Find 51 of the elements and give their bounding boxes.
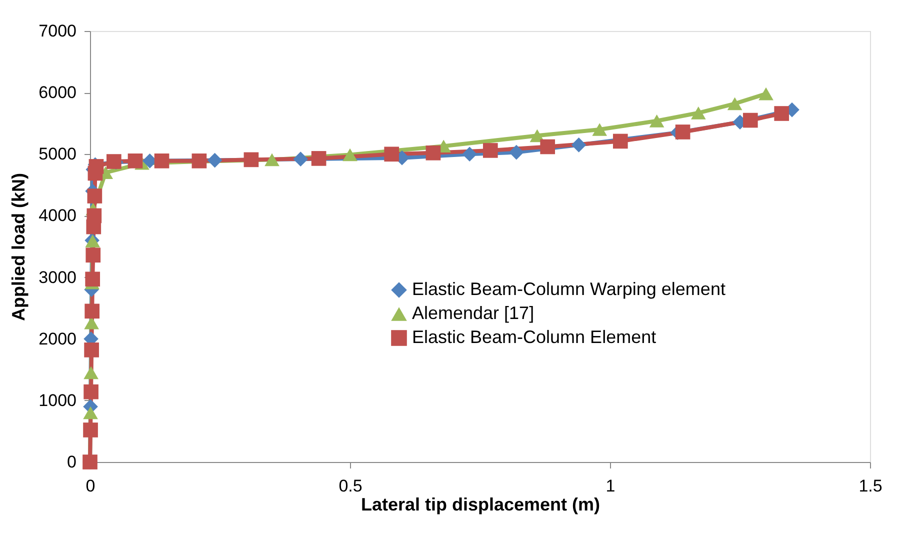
y-tick-label: 2000 [38, 329, 76, 348]
point [83, 406, 98, 420]
point [342, 148, 358, 162]
point [84, 366, 98, 380]
point [85, 272, 100, 287]
legend-label: Alemendar [17] [412, 303, 534, 323]
point [84, 384, 98, 400]
point [742, 112, 758, 128]
legend-label: Elastic Beam-Column Element [412, 327, 656, 347]
point [774, 106, 790, 121]
point [727, 97, 742, 110]
y-tick-label: 7000 [38, 22, 76, 40]
y-tick-label: 3000 [38, 268, 76, 287]
y-tick-label: 1000 [38, 390, 76, 410]
point [84, 342, 99, 358]
point [87, 188, 102, 204]
point [384, 146, 400, 162]
y-tick-label: 5000 [38, 144, 76, 164]
x-tick-label: 1.5 [858, 476, 882, 496]
point [690, 106, 706, 120]
point [612, 134, 628, 149]
y-tick-label: 6000 [38, 83, 76, 102]
point [83, 422, 98, 438]
x-tick-label: 1 [606, 476, 616, 496]
point [426, 145, 441, 160]
point [293, 152, 308, 166]
point [482, 143, 498, 158]
point [508, 144, 524, 160]
point [571, 137, 586, 152]
point [207, 152, 222, 168]
y-tick-label: 0 [67, 452, 76, 472]
x-tick-label: 0 [86, 476, 96, 496]
point [758, 87, 774, 100]
point [244, 152, 259, 168]
point [86, 208, 102, 224]
legend-label: Elastic Beam-Column Warping element [412, 279, 726, 299]
point [128, 154, 143, 168]
x-axis-title: Lateral tip displacement (m) [360, 494, 600, 514]
point [154, 154, 170, 168]
y-axis-title: Applied load (kN) [8, 172, 29, 321]
point [264, 153, 280, 166]
point [84, 304, 100, 319]
point [462, 146, 478, 162]
point [311, 151, 326, 166]
point [86, 248, 101, 263]
y-tick-label: 4000 [38, 206, 76, 226]
point [675, 124, 690, 140]
point [540, 139, 556, 154]
point [649, 114, 664, 128]
x-tick-label: 0.5 [338, 476, 362, 496]
point [592, 123, 608, 136]
